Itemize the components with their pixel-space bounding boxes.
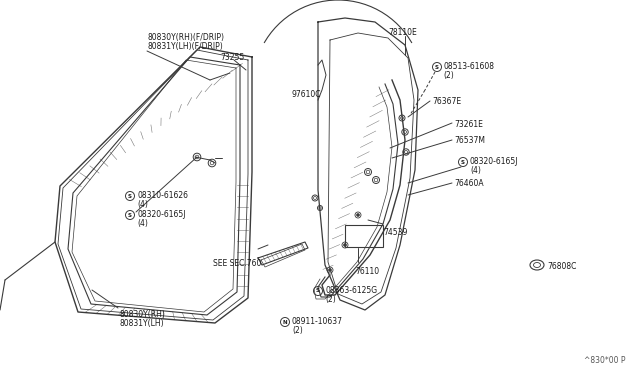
Text: (4): (4) — [470, 166, 481, 175]
Text: S: S — [435, 64, 439, 70]
Text: S: S — [128, 212, 132, 218]
Text: (4): (4) — [137, 219, 148, 228]
Text: 76110: 76110 — [355, 267, 379, 276]
Text: 76537M: 76537M — [454, 136, 485, 145]
Text: 80830Y(RH): 80830Y(RH) — [120, 310, 166, 319]
Text: S: S — [461, 160, 465, 164]
Text: ^830*00 P: ^830*00 P — [584, 356, 625, 365]
Bar — [345, 225, 383, 247]
Text: 73255: 73255 — [220, 53, 244, 62]
Text: (2): (2) — [443, 71, 454, 80]
Text: 08363-6125G: 08363-6125G — [325, 286, 377, 295]
Text: 80830Y(RH)(F/DRIP): 80830Y(RH)(F/DRIP) — [148, 33, 225, 42]
Text: S: S — [316, 289, 320, 294]
Text: 80831Y(LH)(F/DRIP): 80831Y(LH)(F/DRIP) — [148, 42, 224, 51]
Text: 08320-6165J: 08320-6165J — [470, 157, 518, 166]
Text: 97610C: 97610C — [292, 90, 321, 99]
Text: (2): (2) — [325, 295, 336, 304]
Text: 78110E: 78110E — [388, 28, 417, 37]
Circle shape — [344, 244, 346, 247]
Text: (2): (2) — [292, 326, 303, 335]
Text: S: S — [128, 193, 132, 199]
Circle shape — [328, 269, 332, 272]
Text: 80831Y(LH): 80831Y(LH) — [120, 319, 164, 328]
Text: 08513-61608: 08513-61608 — [443, 62, 494, 71]
Text: 08911-10637: 08911-10637 — [292, 317, 343, 326]
Text: 74539: 74539 — [383, 228, 408, 237]
Text: N: N — [283, 320, 287, 324]
Text: 76460A: 76460A — [454, 179, 484, 188]
Text: SEE SEC.760: SEE SEC.760 — [213, 259, 261, 268]
Text: 76808C: 76808C — [547, 262, 577, 271]
Text: 73261E: 73261E — [454, 120, 483, 129]
Text: (4): (4) — [137, 200, 148, 209]
Circle shape — [356, 214, 360, 217]
Text: 08320-6165J: 08320-6165J — [137, 210, 186, 219]
Text: 08310-61626: 08310-61626 — [137, 191, 188, 200]
Text: 76367E: 76367E — [432, 97, 461, 106]
